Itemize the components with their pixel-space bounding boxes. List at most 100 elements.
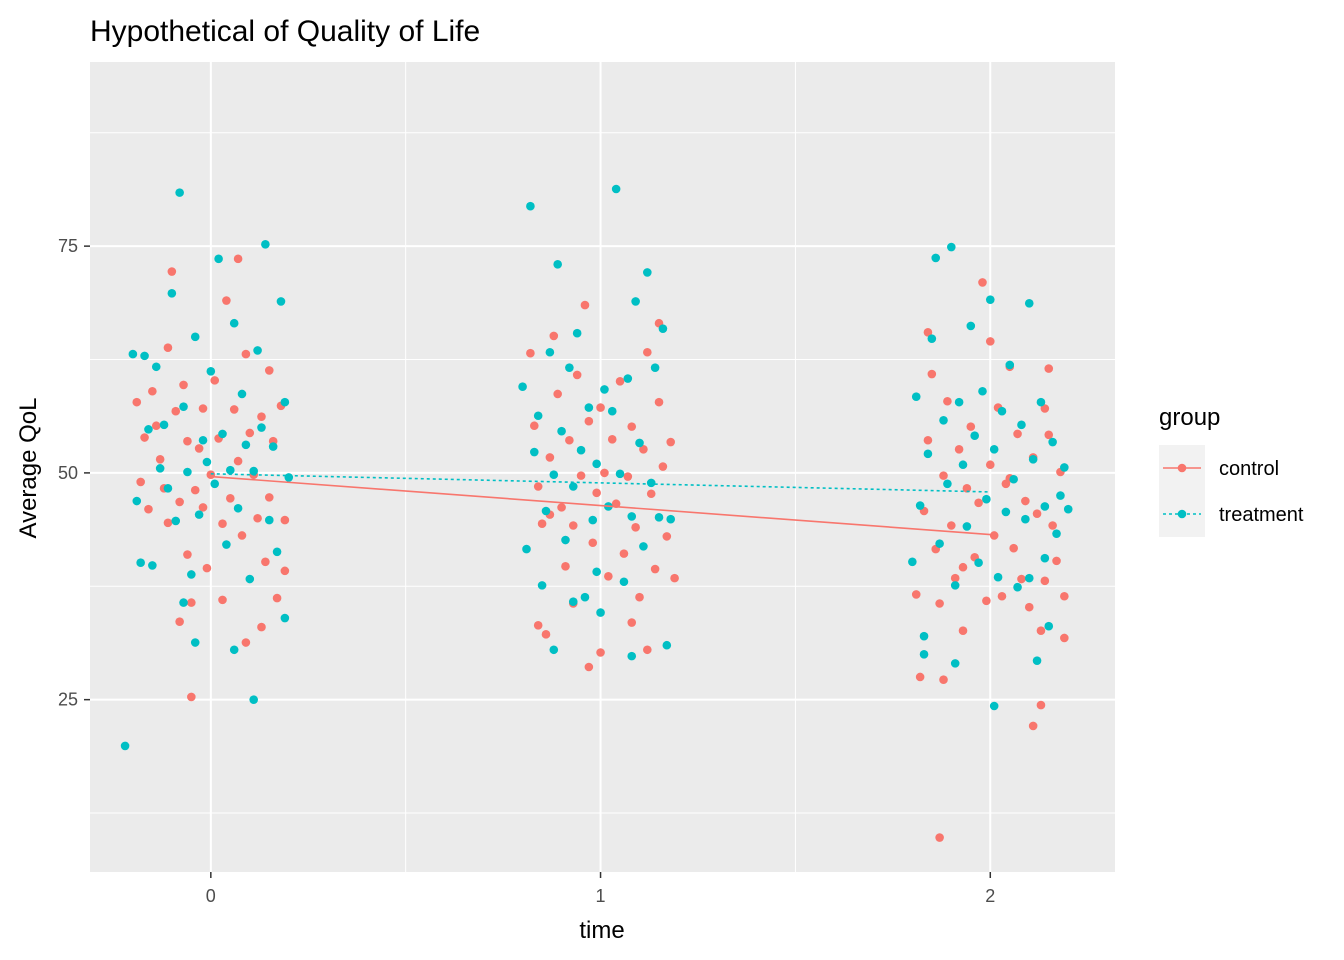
- control-point: [576, 471, 586, 480]
- treatment-point: [549, 645, 559, 655]
- control-point: [533, 482, 543, 491]
- control-point: [163, 518, 173, 528]
- treatment-point: [623, 374, 633, 383]
- treatment-point: [237, 389, 247, 399]
- control-point: [1060, 633, 1069, 643]
- treatment-point: [966, 321, 976, 331]
- treatment-point: [596, 608, 605, 617]
- y-tick-label: 25: [58, 690, 78, 710]
- treatment-point: [584, 403, 594, 412]
- control-point: [966, 422, 976, 431]
- treatment-point: [592, 459, 601, 469]
- treatment-point: [241, 440, 251, 450]
- control-point: [923, 328, 933, 337]
- treatment-point: [1040, 502, 1050, 511]
- treatment-point: [187, 570, 196, 579]
- control-point: [257, 412, 266, 421]
- control-point: [958, 626, 968, 636]
- control-point: [1036, 700, 1046, 710]
- control-point: [533, 620, 543, 630]
- treatment-point: [572, 328, 582, 338]
- treatment-point: [198, 435, 208, 445]
- treatment-point: [190, 332, 200, 342]
- control-point: [190, 485, 200, 495]
- control-point: [939, 471, 948, 480]
- treatment-point: [537, 581, 547, 590]
- treatment-point: [529, 447, 539, 457]
- treatment-point: [970, 431, 979, 441]
- control-point: [136, 477, 145, 487]
- treatment-point: [958, 460, 968, 470]
- trend-layer: [210, 473, 991, 536]
- treatment-point: [943, 479, 952, 489]
- treatment-point: [140, 351, 149, 361]
- treatment-point: [950, 659, 960, 668]
- treatment-point: [931, 253, 941, 263]
- treatment-point: [557, 426, 566, 436]
- treatment-point: [526, 201, 535, 211]
- treatment-point: [202, 457, 212, 467]
- treatment-point: [280, 613, 290, 623]
- treatment-point: [553, 259, 562, 269]
- control-point: [565, 435, 574, 445]
- control-point: [187, 692, 196, 702]
- control-point: [670, 573, 679, 583]
- treatment-point: [128, 349, 138, 359]
- treatment-point: [619, 577, 629, 587]
- treatment-point: [159, 420, 169, 430]
- control-point: [237, 531, 247, 540]
- control-point: [1017, 574, 1026, 584]
- control-point: [627, 422, 637, 431]
- treatment-point: [155, 464, 165, 473]
- treatment-point: [245, 574, 255, 584]
- treatment-point: [1017, 420, 1026, 430]
- treatment-point: [646, 478, 656, 488]
- control-point: [592, 488, 601, 498]
- treatment-point: [210, 479, 220, 489]
- control-point: [635, 592, 644, 602]
- treatment-point: [276, 297, 286, 306]
- control-point: [526, 348, 535, 358]
- treatment-point: [522, 544, 531, 554]
- control-point: [568, 521, 578, 530]
- control-point: [183, 436, 192, 446]
- treatment-point: [249, 466, 258, 476]
- control-point: [280, 515, 290, 525]
- x-tick-label: 2: [985, 886, 995, 906]
- legend-label: control: [1219, 458, 1279, 480]
- control-point: [206, 470, 216, 480]
- treatment-point: [576, 445, 586, 455]
- control-point: [658, 462, 668, 471]
- control-point: [950, 573, 960, 583]
- control-point: [1044, 430, 1054, 440]
- control-point: [1013, 429, 1022, 439]
- control-point: [596, 403, 605, 412]
- y-tick-label: 75: [58, 236, 78, 256]
- control-point: [947, 521, 956, 530]
- control-point: [549, 331, 559, 341]
- treatment-point: [222, 540, 231, 549]
- treatment-point: [1036, 397, 1046, 407]
- treatment-point: [264, 515, 274, 525]
- treatment-point: [226, 465, 235, 475]
- control-point: [615, 376, 625, 386]
- control-point: [241, 349, 251, 359]
- treatment-point: [518, 382, 527, 392]
- treatment-point: [954, 397, 964, 407]
- treatment-point: [989, 445, 999, 454]
- control-point: [1009, 543, 1018, 553]
- control-point: [935, 599, 944, 608]
- treatment-point: [206, 367, 216, 376]
- treatment-point: [627, 651, 637, 661]
- treatment-point: [1021, 514, 1030, 524]
- treatment-point: [179, 402, 188, 411]
- control-point: [229, 405, 239, 414]
- treatment-trend-line: [210, 473, 991, 493]
- control-point: [233, 254, 243, 264]
- treatment-point: [268, 442, 278, 451]
- control-point: [280, 566, 290, 576]
- control-point: [666, 437, 676, 447]
- plot-panel: [90, 62, 1115, 872]
- control-point: [253, 513, 262, 523]
- legend-key-point: [1177, 463, 1187, 473]
